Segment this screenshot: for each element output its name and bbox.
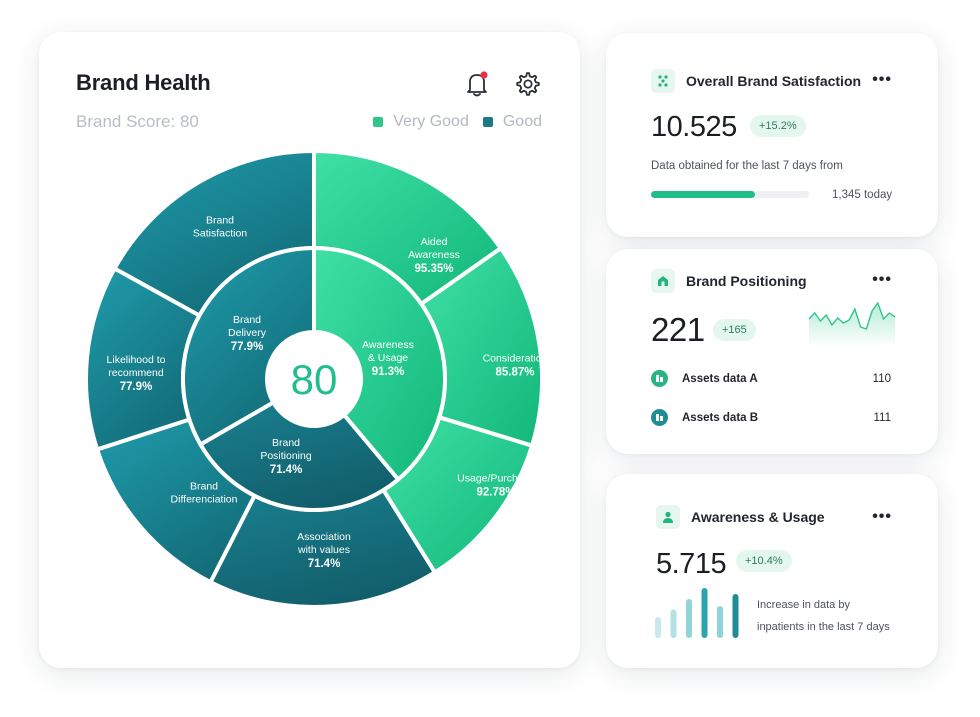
awareness-value: 5.715 (656, 548, 727, 580)
outer-label-4: Brand Differenciation (171, 481, 238, 506)
legend-label: Good (502, 113, 542, 130)
asset-row-a: Assets data A 110 (651, 370, 891, 387)
brand-health-card: Brand Health Brand Score: 80 Very Good G… (39, 32, 580, 668)
awareness-bar (670, 609, 677, 638)
center-score: 80 (291, 356, 338, 403)
outer-label-5: Likelihood to recommend 77.9% (107, 354, 166, 393)
card-title: Brand Positioning (686, 273, 807, 289)
change-badge: +15.2% (750, 115, 806, 137)
awareness-bar-chart (655, 588, 739, 638)
bell-icon[interactable] (463, 70, 491, 98)
progress-label: 1,345 today (832, 189, 893, 201)
brand-health-sunburst: 80 Aided Awareness 95.35% Consideration 85.8… (84, 149, 548, 609)
change-badge: +10.4% (736, 550, 792, 572)
outer-label-2: Usage/Purchase 92.78% (457, 473, 535, 499)
more-options-button[interactable]: ••• (872, 71, 892, 88)
card-header: Awareness & Usage (656, 505, 825, 529)
inner-label-0: Brand Delivery 77.9% (228, 314, 267, 353)
asset-label: Assets data B (682, 411, 759, 424)
asset-b-icon (651, 409, 668, 426)
more-options-button[interactable]: ••• (872, 508, 892, 525)
legend-label: Very Good (393, 113, 469, 130)
progress-fill (651, 191, 756, 198)
brand-score: Brand Score: 80 (76, 112, 199, 131)
awareness-bar (686, 599, 692, 638)
description-line-2: inpatients in the last 7 days (757, 621, 890, 633)
legend-swatch-good (482, 117, 493, 127)
change-badge: +165 (713, 319, 756, 341)
asset-value: 111 (873, 411, 891, 424)
user-icon (656, 505, 680, 529)
outer-label-1: Consideration 85.87% (483, 353, 548, 379)
card-title: Overall Brand Satisfaction (686, 73, 862, 89)
building-icon (651, 269, 675, 293)
positioning-value: 221 (651, 311, 705, 348)
awareness-bar (717, 606, 723, 638)
brand-positioning-card: Brand Positioning ••• 221 +165 Assets da… (606, 249, 938, 454)
awareness-usage-card: Awareness & Usage ••• 5.715 +10.4% Incre… (606, 474, 938, 668)
legend-swatch-very-good (373, 117, 384, 127)
positioning-sparkline (808, 301, 896, 347)
asset-label: Assets data A (682, 372, 758, 385)
inner-label-1: Brand Positioning 71.4% (260, 437, 312, 476)
asset-row-b: Assets data B 111 (651, 409, 891, 426)
grid-dots-icon (651, 69, 675, 93)
outer-label-3: Association with values 71.4% (297, 531, 351, 570)
legend-item-good: Good (482, 113, 542, 131)
description: Data obtained for the last 7 days from (651, 160, 843, 172)
chart-legend: Very Good Good (373, 113, 542, 131)
description-line-1: Increase in data by (757, 599, 850, 611)
outer-label-6: Brand Satisfaction (193, 215, 247, 240)
card-title: Awareness & Usage (691, 509, 825, 525)
legend-item-very-good: Very Good (373, 113, 469, 131)
asset-value: 110 (872, 372, 891, 385)
more-options-button[interactable]: ••• (872, 271, 892, 288)
awareness-bar (732, 594, 739, 638)
outer-label-0: Aided Awareness 95.35% (408, 236, 460, 275)
progress-bar (651, 191, 809, 198)
card-header: Brand Positioning (651, 269, 807, 293)
card-header: Overall Brand Satisfaction (651, 69, 861, 93)
gear-icon[interactable] (514, 70, 542, 98)
satisfaction-value: 10.525 (651, 111, 737, 143)
asset-a-icon (651, 370, 668, 387)
sunburst-center (267, 332, 361, 426)
awareness-bar (655, 617, 661, 638)
inner-label-2: Awareness & Usage 91.3% (362, 339, 414, 378)
overall-satisfaction-card: Overall Brand Satisfaction ••• 10.525 +1… (606, 33, 938, 237)
brand-health-title: Brand Health (76, 70, 211, 95)
awareness-bar (701, 588, 708, 638)
